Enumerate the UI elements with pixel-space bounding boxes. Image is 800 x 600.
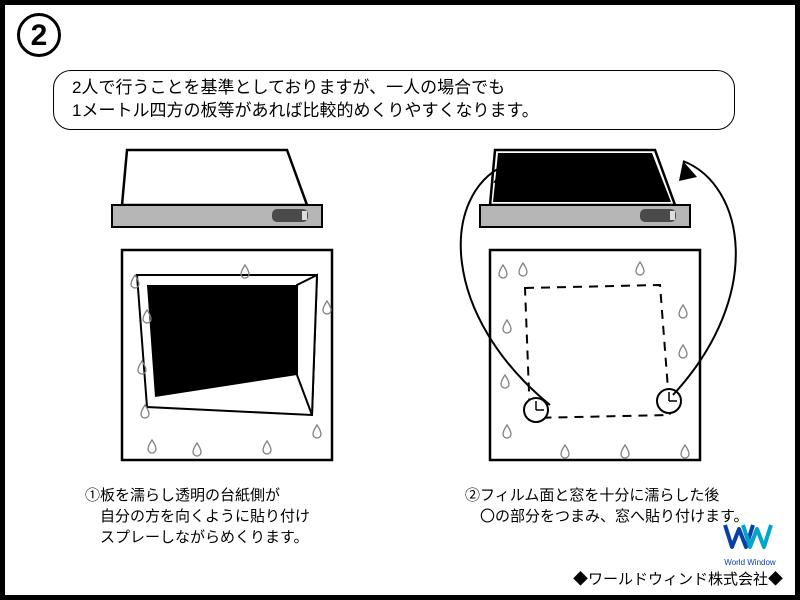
logo-text: World Window <box>723 558 777 567</box>
step-number-badge: 2 <box>17 13 61 57</box>
panel-step-2-svg <box>435 145 775 475</box>
handle-slot-icon <box>302 211 307 220</box>
panel-step-1-svg <box>67 145 387 475</box>
wet-board <box>490 250 700 460</box>
caption-step-1: ①板を濡らし透明の台紙側が 自分の方を向くように貼り付け スプレーしながらめくり… <box>85 485 310 548</box>
car-window-outline <box>122 150 307 205</box>
caption-step-2: ②フィルム面と窓を十分に濡らした後 〇の部分をつまみ、窓へ貼り付けます。 <box>465 485 749 527</box>
instruction-note: 2人で行うことを基準としておりますが、一人の場合でも 1メートル四方の板等があれ… <box>53 70 735 130</box>
logo-icon <box>723 523 777 553</box>
panel-step-2 <box>435 145 775 480</box>
panel-step-1 <box>67 145 407 480</box>
company-logo: World Window <box>723 523 777 567</box>
company-footer: ◆ワールドウィンド株式会社◆ <box>573 568 783 589</box>
handle-slot-icon <box>670 211 675 220</box>
car-window-film-applied <box>493 153 671 202</box>
